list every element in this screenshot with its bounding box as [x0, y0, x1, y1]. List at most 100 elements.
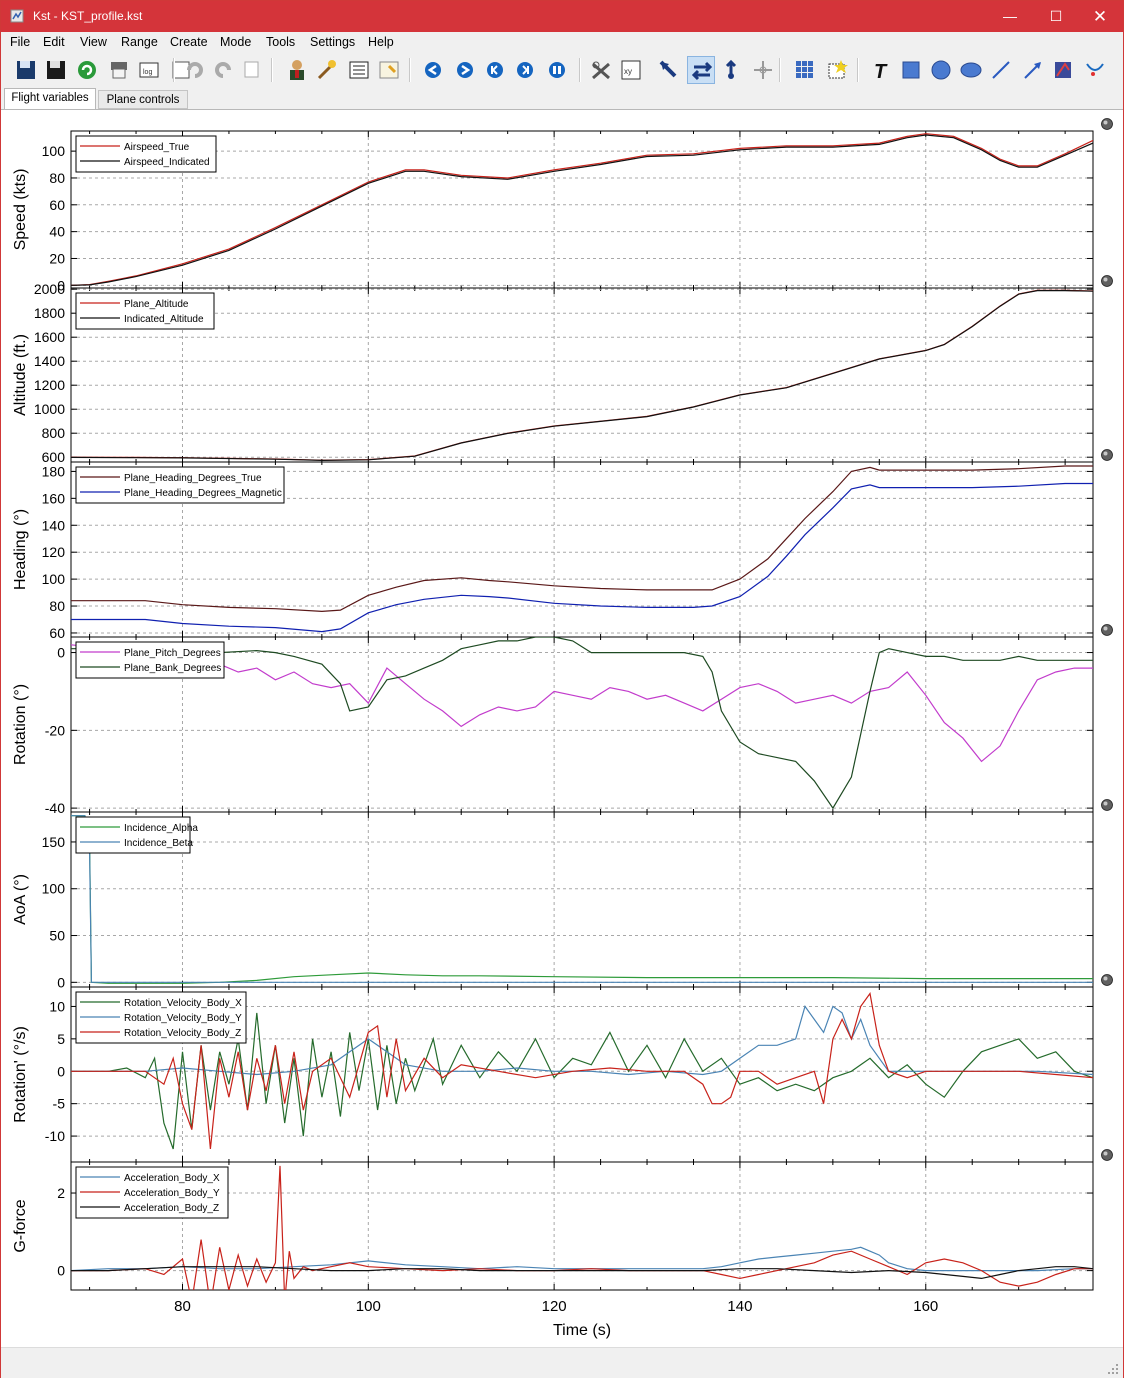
legend-label: Acceleration_Body_Y	[124, 1188, 220, 1199]
legend-label: Plane_Pitch_Degrees	[124, 648, 221, 659]
legend: Airspeed_True Airspeed_Indicated	[75, 135, 217, 173]
create-box-icon[interactable]	[927, 56, 955, 84]
y-tick-label: 60	[49, 197, 65, 213]
plot-panel[interactable]: 10 5 0 -5 -10 Rotation' (°/s) Rotation_Velocit…	[12, 974, 1113, 1163]
menu-tools[interactable]: Tools	[266, 35, 296, 49]
legend: Plane_Altitude Indicated_Altitude	[75, 292, 215, 330]
move-icon[interactable]	[791, 56, 819, 84]
svg-text:xy: xy	[624, 67, 632, 76]
layout-mode-icon[interactable]	[687, 56, 715, 84]
menu-view[interactable]: View	[80, 35, 107, 49]
maximize-icon[interactable]: ☐	[1049, 8, 1063, 24]
legend-box	[75, 466, 285, 504]
create-circle-icon[interactable]	[957, 56, 985, 84]
reload-icon[interactable]	[105, 56, 133, 84]
panel-handle-icon[interactable]	[1101, 624, 1113, 636]
change-data-sample-icon[interactable]	[345, 56, 373, 84]
edit-labels-icon[interactable]	[419, 56, 447, 84]
y-tick-label: -5	[53, 1096, 66, 1112]
y-tick-label: 1400	[34, 353, 65, 369]
back-icon[interactable]	[451, 56, 479, 84]
legend-box	[75, 816, 191, 854]
plot-layout-icon[interactable]	[823, 56, 851, 84]
y-axis-label: AoA (°)	[12, 874, 29, 925]
minimize-icon[interactable]: —	[1003, 8, 1017, 24]
shared-axis-icon[interactable]: T	[867, 56, 895, 84]
print-icon[interactable]: log	[135, 56, 163, 84]
create-arrow-icon[interactable]	[1049, 56, 1077, 84]
xy-zoom-icon[interactable]	[655, 56, 683, 84]
tab-plane-controls[interactable]: Plane controls	[98, 90, 188, 109]
data-wizard-icon[interactable]	[313, 56, 341, 84]
save-as-icon[interactable]	[73, 56, 101, 84]
menu-help[interactable]: Help	[368, 35, 394, 49]
create-line-icon[interactable]	[1019, 56, 1047, 84]
y-tick-label: 2000	[34, 281, 65, 297]
undo-icon[interactable]	[181, 56, 209, 84]
create-label-icon[interactable]	[897, 56, 925, 84]
menu-edit[interactable]: Edit	[43, 35, 65, 49]
menu-create[interactable]: Create	[170, 35, 208, 49]
panel-handle-highlight	[1103, 801, 1108, 806]
create-ellipse-icon[interactable]	[987, 56, 1015, 84]
series-line	[71, 1266, 1093, 1280]
legend-label: Rotation_Velocity_Body_X	[124, 998, 242, 1009]
series-line	[71, 992, 1093, 1150]
menu-mode[interactable]: Mode	[220, 35, 252, 49]
y-axis-label: Speed (kts)	[12, 169, 29, 251]
save-icon[interactable]	[42, 56, 70, 84]
tab-flight-variables[interactable]: Flight variables	[4, 88, 96, 110]
legend-label: Acceleration_Body_X	[124, 1173, 220, 1184]
menu-settings[interactable]: Settings	[310, 35, 356, 49]
y-tick-label: 0	[57, 1263, 65, 1279]
forward-icon[interactable]	[481, 56, 509, 84]
panel-handle-highlight	[1103, 277, 1108, 282]
legend-label: Rotation_Velocity_Body_Z	[124, 1028, 241, 1039]
zoom-mode-icon[interactable]	[717, 56, 745, 84]
x-tick-label: 120	[542, 1298, 567, 1315]
series-line	[71, 1005, 1093, 1076]
legend: Acceleration_Body_X Acceleration_Body_Y Ac…	[75, 1166, 229, 1219]
y-tick-label: 160	[42, 490, 66, 506]
change-data-file-icon[interactable]	[375, 56, 403, 84]
select-mode-icon[interactable]	[749, 56, 777, 84]
panel-handle-highlight	[1103, 1151, 1108, 1156]
panel-handle-icon[interactable]	[1101, 799, 1113, 811]
plot-panel[interactable]: 60 80 100 120 140 160 180 Heading (°) Plane_Head…	[12, 449, 1113, 641]
panel-handle-icon[interactable]	[1101, 449, 1113, 461]
panel-handle-icon[interactable]	[1101, 275, 1113, 287]
menu-file[interactable]: File	[10, 35, 31, 49]
panel-handle-icon[interactable]	[1101, 118, 1113, 130]
data-manager-icon[interactable]	[283, 56, 311, 84]
panel-handle-highlight	[1103, 626, 1108, 631]
panel-handle-icon[interactable]	[1101, 974, 1113, 986]
zoom-tied-icon[interactable]: xy	[617, 56, 645, 84]
y-tick-label: 100	[42, 143, 66, 159]
redo-icon[interactable]	[209, 56, 237, 84]
plot-panel[interactable]: 600 800 1000 1200 1400 1600 1800 2000 Altitude (…	[12, 275, 1113, 466]
legend-label: Incidence_Beta	[124, 838, 193, 849]
series-line	[71, 133, 1093, 286]
reset-icon[interactable]	[511, 56, 539, 84]
menu-range[interactable]: Range	[121, 35, 158, 49]
panel-handle-icon[interactable]	[1101, 1149, 1113, 1161]
plot-panel[interactable]: 02G-forceAcceleration_Body_XAcceleration…	[12, 1149, 1113, 1306]
copy-icon[interactable]	[239, 56, 267, 84]
series-line	[71, 644, 1093, 763]
resize-grip-icon[interactable]	[1107, 1363, 1119, 1375]
series-line	[71, 482, 1093, 633]
create-picture-icon[interactable]	[1081, 56, 1109, 84]
end-icon[interactable]	[543, 56, 571, 84]
y-tick-label: 1200	[34, 377, 65, 393]
y-tick-label: 0	[57, 645, 65, 661]
toolbar-separator	[779, 58, 781, 82]
pause-icon[interactable]	[587, 56, 615, 84]
y-tick-label: 100	[42, 881, 66, 897]
new-session-icon[interactable]	[12, 56, 40, 84]
y-axis-label: Heading (°)	[12, 509, 29, 590]
status-bar	[1, 1347, 1123, 1378]
close-icon[interactable]: ✕	[1092, 7, 1108, 26]
